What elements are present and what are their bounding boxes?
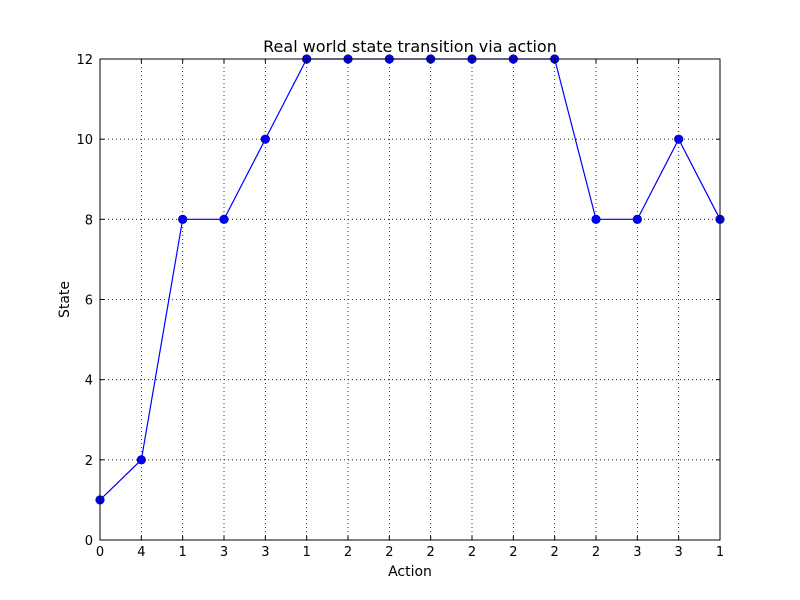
x-tick-label: 0 [96,545,104,560]
y-tick-label: 8 [85,213,93,228]
x-tick-label: 1 [716,545,724,560]
x-tick-label: 2 [385,545,393,560]
data-point [260,134,270,144]
grid [100,59,720,540]
x-tick-label: 2 [592,545,600,560]
y-axis-label: State [57,281,73,318]
data-point [178,214,188,224]
y-tick-label: 0 [85,534,93,549]
y-tick-label: 12 [76,53,93,68]
x-tick-label: 2 [427,545,435,560]
x-tick-label: 2 [344,545,352,560]
x-tick-label: 3 [675,545,683,560]
x-axis-label: Action [388,564,432,580]
x-tick-label: 3 [633,545,641,560]
x-tick-label: 3 [261,545,269,560]
x-tick-label: 1 [179,545,187,560]
y-tick-label: 4 [85,374,93,389]
data-point [632,214,642,224]
y-tick-label: 6 [85,294,93,309]
data-point [219,214,229,224]
x-tick-label: 2 [468,545,476,560]
y-tick-label: 2 [85,454,93,469]
data-point [136,455,146,465]
y-tick-label: 10 [76,133,93,148]
data-point [674,134,684,144]
marker-layer [95,54,725,505]
ticks [99,58,721,541]
chart-title: Real world state transition via action [263,37,557,56]
series-line [99,58,721,501]
x-tick-label: 2 [551,545,559,560]
x-tick-label: 4 [137,545,145,560]
x-tick-label: 2 [509,545,517,560]
data-point [591,214,601,224]
x-tick-label: 1 [303,545,311,560]
x-tick-label: 3 [220,545,228,560]
series-layer [99,58,721,501]
